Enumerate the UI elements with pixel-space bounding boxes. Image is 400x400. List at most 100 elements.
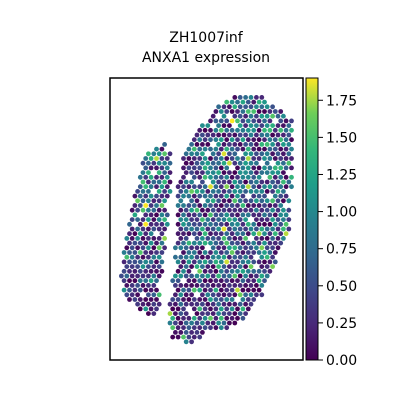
spot-point	[238, 170, 243, 175]
spot-point	[241, 222, 246, 227]
spot-point	[224, 325, 229, 330]
spot-point	[246, 184, 251, 189]
spot-point	[259, 133, 264, 138]
spot-point	[257, 147, 262, 152]
spot-point	[176, 325, 181, 330]
spot-point	[254, 180, 259, 185]
spot-point	[135, 255, 140, 260]
spot-point	[227, 123, 232, 128]
spot-point	[149, 203, 154, 208]
spot-point	[224, 156, 229, 161]
spot-point	[270, 170, 275, 175]
spot-point	[170, 325, 175, 330]
spot-point	[246, 269, 251, 274]
spot-point	[232, 264, 237, 269]
spot-point	[178, 208, 183, 213]
spot-point	[208, 269, 213, 274]
spot-point	[203, 231, 208, 236]
spot-point	[241, 250, 246, 255]
spot-point	[173, 255, 178, 260]
spot-point	[289, 137, 294, 142]
spot-point	[189, 292, 194, 297]
spot-point	[141, 245, 146, 250]
spot-point	[170, 297, 175, 302]
spot-point	[222, 114, 227, 119]
spot-point	[238, 208, 243, 213]
spot-point	[219, 231, 224, 236]
spot-point	[230, 307, 235, 312]
spot-point	[151, 180, 156, 185]
spot-point	[203, 166, 208, 171]
spot-point	[222, 161, 227, 166]
spot-point	[249, 198, 254, 203]
spot-point	[249, 170, 254, 175]
spot-point	[138, 175, 143, 180]
spot-point	[270, 142, 275, 147]
spot-point	[189, 217, 194, 222]
spot-point	[278, 166, 283, 171]
spot-point	[192, 335, 197, 340]
spot-point	[187, 335, 192, 340]
spot-point	[227, 217, 232, 222]
spot-point	[249, 245, 254, 250]
spot-point	[192, 222, 197, 227]
spot-point	[249, 189, 254, 194]
spot-point	[238, 189, 243, 194]
spot-point	[268, 166, 273, 171]
spot-point	[214, 278, 219, 283]
spot-point	[138, 269, 143, 274]
spot-point	[230, 213, 235, 218]
spot-point	[157, 151, 162, 156]
spot-point	[262, 137, 267, 142]
spot-point	[184, 283, 189, 288]
spot-point	[259, 180, 264, 185]
spot-point	[235, 222, 240, 227]
spot-point	[208, 184, 213, 189]
spot-point	[200, 180, 205, 185]
spot-point	[154, 166, 159, 171]
spot-point	[286, 123, 291, 128]
spot-point	[224, 100, 229, 105]
spot-point	[246, 222, 251, 227]
spot-point	[165, 166, 170, 171]
spot-point	[176, 260, 181, 265]
spot-point	[197, 175, 202, 180]
spot-point	[243, 217, 248, 222]
spot-point	[232, 189, 237, 194]
spot-point	[181, 175, 186, 180]
spot-point	[197, 231, 202, 236]
spot-point	[130, 236, 135, 241]
spot-point	[135, 274, 140, 279]
spot-point	[259, 170, 264, 175]
spot-point	[189, 198, 194, 203]
spot-point	[181, 325, 186, 330]
spot-point	[235, 175, 240, 180]
spot-point	[273, 156, 278, 161]
colorbar-tick-label: 1.00	[326, 205, 357, 221]
spot-point	[268, 128, 273, 133]
spot-point	[195, 142, 200, 147]
spot-point	[195, 283, 200, 288]
spot-point	[181, 156, 186, 161]
spot-point	[249, 104, 254, 109]
spot-point	[251, 109, 256, 114]
spot-point	[138, 278, 143, 283]
spot-point	[146, 264, 151, 269]
spot-point	[141, 161, 146, 166]
spot-point	[230, 241, 235, 246]
spot-point	[224, 231, 229, 236]
spot-point	[168, 189, 173, 194]
spot-point	[235, 213, 240, 218]
spot-point	[211, 114, 216, 119]
spot-point	[184, 292, 189, 297]
spot-point	[184, 208, 189, 213]
spot-point	[265, 104, 270, 109]
spot-point	[268, 231, 273, 236]
spot-point	[254, 104, 259, 109]
spot-point	[165, 213, 170, 218]
spot-point	[138, 260, 143, 265]
spot-point	[270, 123, 275, 128]
spot-point	[178, 227, 183, 232]
spot-point	[157, 264, 162, 269]
spot-point	[135, 245, 140, 250]
